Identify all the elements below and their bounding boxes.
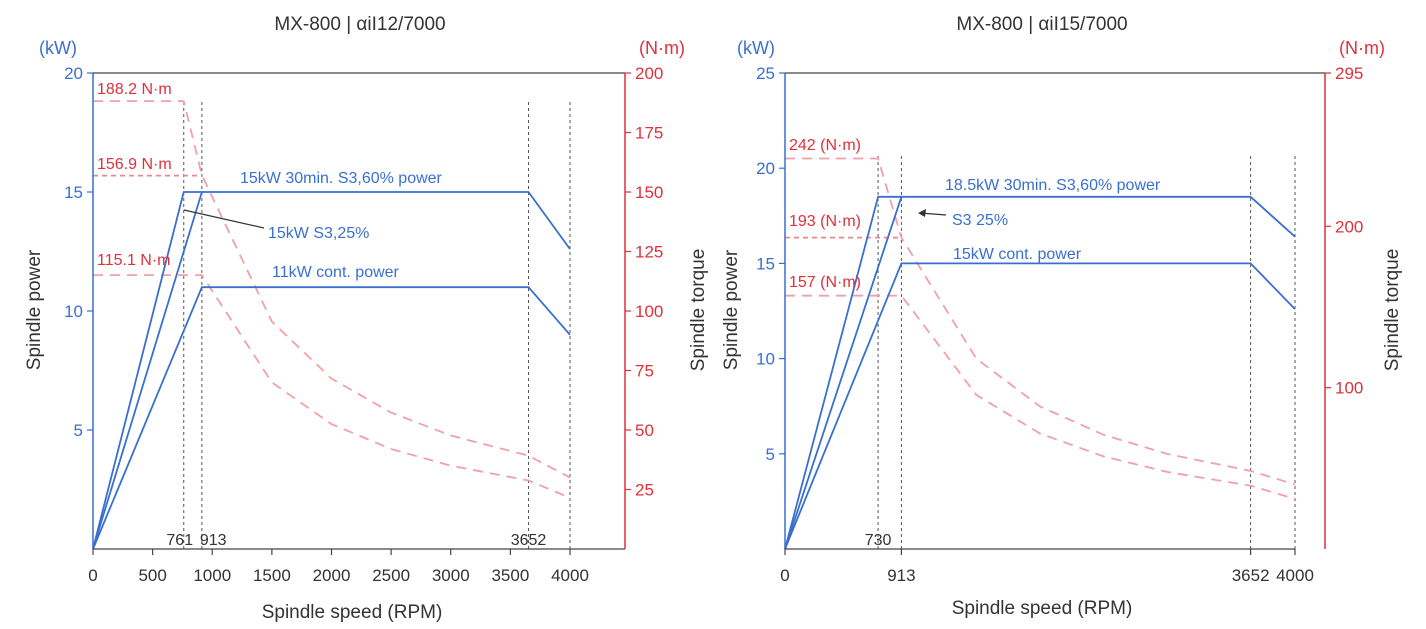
- chart-left-gridlines: [183, 100, 571, 549]
- y2-tick-label: 150: [635, 183, 663, 202]
- chart-left-axes: [92, 72, 626, 550]
- torque-curve: [785, 157, 1296, 486]
- chart-left-y-unit: (kW): [39, 38, 77, 58]
- chart-left-torque-lines: [93, 100, 571, 499]
- chart-right-y2-axis-label: Spindle torque: [1382, 249, 1403, 372]
- y-tick-label: 5: [766, 445, 775, 464]
- chart-right-power-cont-label: 15kW cont. power: [953, 246, 1082, 263]
- x-tick-label: 3652: [1232, 566, 1270, 585]
- torque-curve: [93, 100, 571, 479]
- y2-tick-label: 175: [635, 124, 663, 143]
- chart-right-power-25-label: S3 25%: [952, 212, 1008, 229]
- y-tick-label: 10: [756, 350, 775, 369]
- power-curve: [92, 286, 571, 550]
- x-tick-label: 913: [887, 566, 915, 585]
- y2-tick-label: 125: [635, 243, 663, 262]
- y2-tick-label: 75: [635, 362, 654, 381]
- speed-marker-label: 3652: [511, 532, 547, 549]
- chart-left-title: MX-800 | αiI12/7000: [274, 14, 445, 35]
- chart-right-power-25-arrowhead: [918, 209, 926, 217]
- chart-left-power-lines: [92, 191, 571, 550]
- y2-tick-label: 50: [635, 421, 654, 440]
- chart-right-torque-cont-label: 157 (N·m): [789, 274, 861, 291]
- speed-marker-label: 730: [865, 532, 892, 549]
- chart-left: MX-800 | αiI12/7000 (kW) (N·m) Spindle p…: [24, 14, 709, 623]
- chart-right-y2-unit: (N·m): [1339, 38, 1385, 58]
- power-curve: [784, 195, 902, 550]
- chart-right-torque-max-label: 242 (N·m): [789, 137, 861, 154]
- power-curve: [784, 195, 1296, 550]
- torque-curve: [93, 274, 571, 499]
- y2-tick-label: 100: [1335, 379, 1363, 398]
- y-tick-label: 25: [756, 64, 775, 83]
- chart-right-torque-lines: [785, 157, 1296, 500]
- x-tick-label: 0: [780, 566, 789, 585]
- chart-left-torque-max-label: 188.2 N·m: [97, 81, 172, 98]
- chart-left-y2-unit: (N·m): [639, 38, 685, 58]
- y2-tick-label: 25: [635, 481, 654, 500]
- chart-left-power-cont-label: 11kW cont. power: [272, 264, 400, 281]
- x-tick-label: 1500: [253, 566, 291, 585]
- x-tick-label: 4000: [1276, 566, 1314, 585]
- x-tick-label: 1000: [193, 566, 231, 585]
- chart-right-power-lines: [784, 195, 1296, 550]
- y-tick-label: 20: [64, 64, 83, 83]
- x-tick-label: 0: [88, 566, 97, 585]
- y-tick-label: 10: [64, 302, 83, 321]
- chart-right-torque-mid-label: 193 (N·m): [789, 213, 861, 230]
- chart-left-y-axis-label: Spindle power: [24, 249, 45, 370]
- chart-right-power-60-label: 18.5kW 30min. S3,60% power: [945, 177, 1161, 194]
- x-tick-label: 2000: [313, 566, 351, 585]
- torque-curve: [785, 294, 1296, 500]
- x-tick-label: 2500: [372, 566, 410, 585]
- chart-right-y-axis-label: Spindle power: [721, 249, 742, 370]
- y-tick-label: 15: [64, 183, 83, 202]
- chart-right-y-unit: (kW): [737, 38, 775, 58]
- y2-tick-label: 200: [635, 64, 663, 83]
- chart-left-y2-axis-label: Spindle torque: [688, 249, 709, 372]
- chart-left-power-60-label: 15kW 30min. S3,60% power: [240, 170, 443, 187]
- chart-right-x-axis-label: Spindle speed (RPM): [952, 598, 1133, 619]
- chart-right-axes: [784, 72, 1326, 550]
- chart-left-torque-cont-label: 115.1 N·m: [97, 252, 171, 269]
- x-tick-label: 3000: [432, 566, 470, 585]
- x-tick-label: 500: [138, 566, 166, 585]
- power-curve: [784, 262, 1296, 550]
- speed-marker-label: 761: [166, 532, 193, 549]
- chart-left-torque-mid-label: 156.9 N·m: [97, 156, 172, 173]
- y2-tick-label: 100: [635, 302, 663, 321]
- y-tick-label: 15: [756, 254, 775, 273]
- chart-left-power-25-label: 15kW S3,25%: [268, 225, 369, 242]
- chart-right: MX-800 | αiI15/7000 (kW) (N·m) Spindle p…: [721, 14, 1403, 619]
- chart-left-x-axis-label: Spindle speed (RPM): [262, 602, 443, 623]
- y-tick-label: 20: [756, 159, 775, 178]
- chart-left-power-25-pointer: [183, 209, 265, 229]
- chart-right-title: MX-800 | αiI15/7000: [956, 14, 1127, 35]
- x-tick-label: 3500: [491, 566, 529, 585]
- chart-right-ticks: 730 5 10 15 20 25 100 200 295 0 913 3652 4000: [756, 64, 1363, 585]
- y2-tick-label: 295: [1335, 64, 1363, 83]
- power-curve: [92, 191, 202, 550]
- chart-right-annotations: 242 (N·m) 193 (N·m) 157 (N·m) 18.5kW 30m…: [789, 137, 1161, 291]
- chart-left-annotations: 188.2 N·m 156.9 N·m 115.1 N·m 15kW 30min…: [97, 81, 443, 281]
- x-tick-label: 4000: [551, 566, 589, 585]
- speed-marker-label: 913: [200, 532, 227, 549]
- y2-tick-label: 200: [1335, 217, 1363, 236]
- y-tick-label: 5: [74, 421, 83, 440]
- power-curve: [92, 191, 571, 550]
